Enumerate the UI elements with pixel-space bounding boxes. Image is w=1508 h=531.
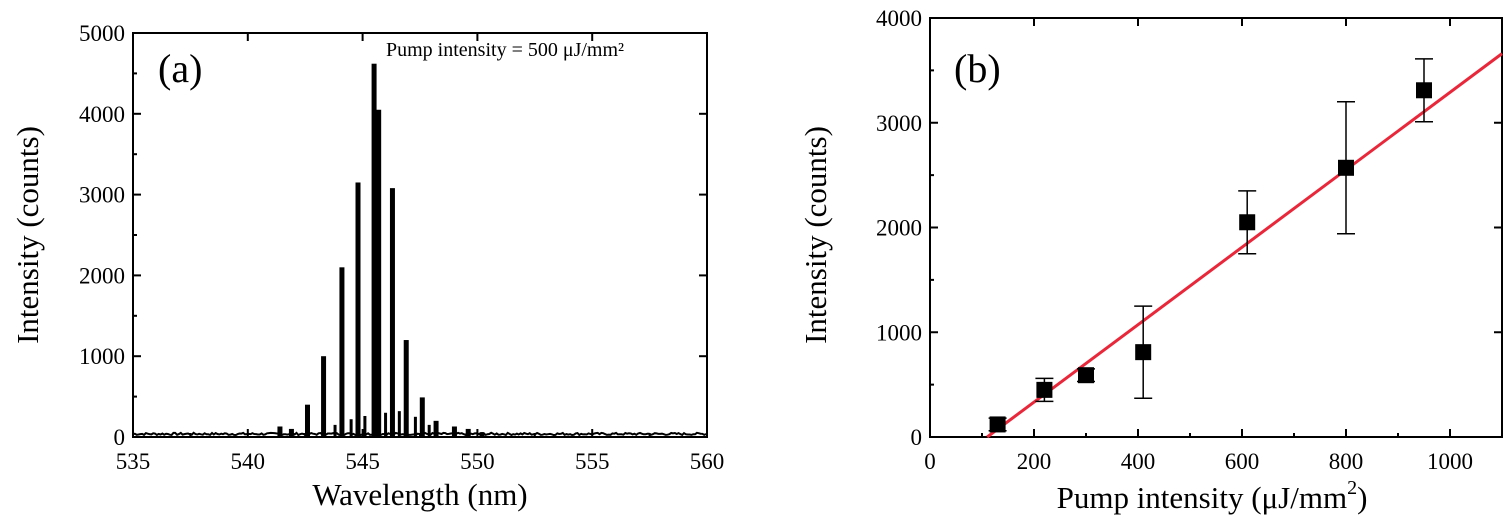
panel-a-minor-peak — [333, 424, 337, 437]
panel-b-xtick-label: 0 — [924, 449, 936, 474]
panel-a-peak — [321, 356, 327, 437]
panel-b-fit-line — [986, 52, 1503, 439]
panel-a-minor-peak — [413, 416, 417, 437]
panel-b-point — [1036, 381, 1053, 398]
panel-b-point — [1239, 214, 1256, 231]
panel-a-xtick-label: 555 — [575, 449, 610, 474]
panel-a-annotation: Pump intensity = 500 μJ/mm² — [386, 39, 624, 61]
panel-a-ytick-label: 2000 — [79, 263, 125, 288]
panel-a-ytick-label: 0 — [114, 425, 126, 450]
panel-b-point — [1135, 344, 1152, 361]
panel-a-peaks — [277, 63, 485, 437]
panel-a: 535 540 545 550 555 560010002000300040005000 … — [10, 21, 724, 512]
panel-b-ytick-label: 2000 — [876, 216, 922, 241]
panel-b-xlabel-end: ) — [1357, 480, 1367, 515]
panel-b-xtick-label: 400 — [1121, 449, 1156, 474]
panel-b-ytick-label: 3000 — [876, 111, 922, 136]
panel-a-baseline-noise — [132, 431, 707, 437]
panel-a-peak — [465, 428, 471, 437]
panel-b-ytick-label: 4000 — [876, 6, 922, 31]
panel-a-minor-peak — [384, 412, 388, 437]
panel-b-ytick-label: 1000 — [876, 320, 922, 345]
panel-a-ticks: 535 540 545 550 555 560 0 1000 2000 3000 4000 5000 — [79, 21, 724, 474]
panel-b-xlabel-main: Pump intensity (μJ/mm — [1057, 480, 1347, 515]
panel-a-xtick-label: 535 — [116, 449, 151, 474]
panel-b-ytick-label: 0 — [911, 425, 923, 450]
panel-b-ylabel: Intensity (counts) — [798, 126, 833, 344]
panel-b-xtick-label: 800 — [1329, 449, 1364, 474]
panel-b-xlabel: Pump intensity (μJ/mm2) — [1057, 477, 1368, 515]
panel-a-minor-peak — [349, 419, 353, 437]
panel-b-xlabel-sup: 2 — [1347, 477, 1357, 499]
panel-a-peak — [288, 428, 294, 437]
panel-a-peak — [339, 267, 345, 437]
panel-b-point — [1416, 82, 1432, 99]
panel-b-point — [989, 416, 1006, 433]
panel-a-minor-peak — [397, 411, 401, 437]
panel-a-xtick-label: 545 — [345, 449, 380, 474]
panel-a-ytick-label: 1000 — [79, 344, 125, 369]
panel-a-peak — [451, 426, 457, 437]
panel-a-minor-peak — [363, 415, 367, 437]
panel-b-point — [1078, 367, 1094, 384]
panel-a-peak — [403, 340, 409, 437]
panel-a-peak — [376, 109, 382, 437]
panel-a-minor-peak — [427, 424, 431, 437]
panel-a-peak — [304, 404, 310, 437]
panel-b-points — [988, 58, 1433, 433]
panel-a-frame — [132, 32, 708, 438]
panel-b-label: (b) — [954, 46, 1001, 91]
panel-a-peak — [389, 188, 395, 437]
panel-a-xtick-label: 550 — [460, 449, 495, 474]
panel-a-ytick-label: 3000 — [79, 183, 125, 208]
panel-b-xtick-label: 200 — [1017, 449, 1052, 474]
panel-a-xtick-label: 540 — [231, 449, 266, 474]
panel-a-ylabel: Intensity (counts) — [10, 126, 45, 344]
panel-a-ytick-label: 4000 — [79, 102, 125, 127]
panel-b-point — [1338, 159, 1354, 176]
panel-a-peak — [433, 420, 439, 437]
panel-a-ytick-label: 5000 — [79, 21, 125, 46]
panel-b-xtick-label: 1000 — [1427, 449, 1473, 474]
panel-a-peak — [419, 397, 425, 437]
panel-b-frame — [929, 17, 1503, 438]
panel-a-peak — [355, 182, 361, 437]
panel-a-peak — [371, 63, 377, 437]
panel-a-xtick-label: 560 — [690, 449, 725, 474]
panel-b-ticks: 0 200 400 600 800 1000 0 1000 2000 3000 4000 — [876, 6, 1502, 474]
panel-a-peak — [479, 432, 485, 437]
panel-b: 0 200 400 600 800 1000 0 1000 2000 3000 4000 (b) P… — [798, 6, 1503, 515]
panel-a-label: (a) — [158, 46, 202, 91]
panel-a-xlabel: Wavelength (nm) — [312, 477, 527, 512]
panel-b-xtick-label: 600 — [1225, 449, 1260, 474]
panel-a-peak — [277, 426, 283, 437]
